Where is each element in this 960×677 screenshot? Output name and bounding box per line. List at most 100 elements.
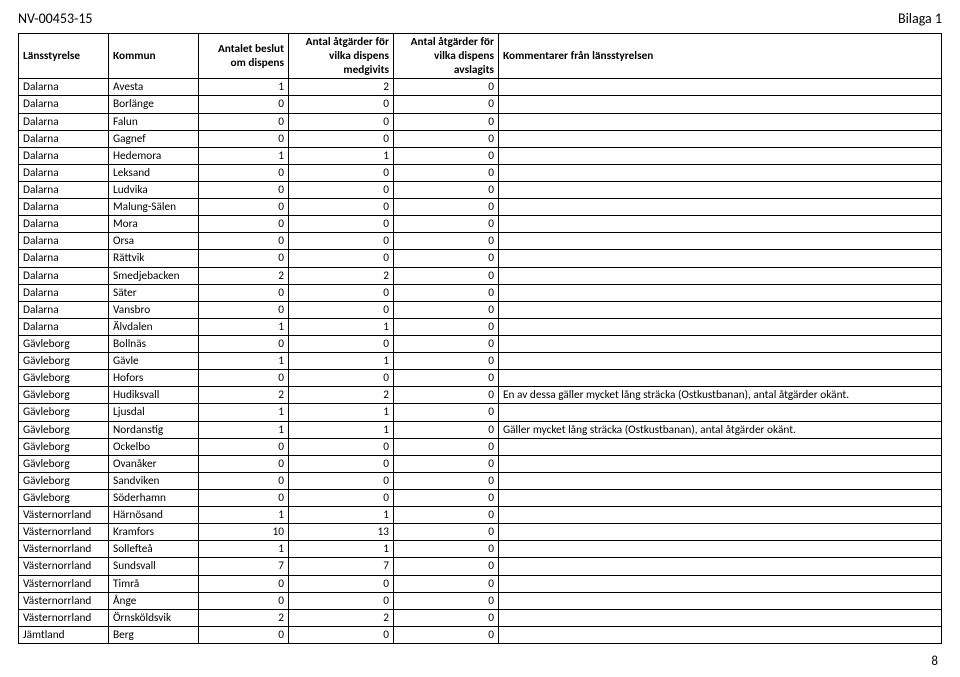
table-cell [499, 609, 942, 626]
table-cell: 2 [199, 267, 289, 284]
table-cell: 0 [394, 130, 499, 147]
table-cell: 0 [394, 353, 499, 370]
table-header-row: Länsstyrelse Kommun Antalet beslut om di… [19, 34, 942, 79]
table-cell: 1 [289, 541, 394, 558]
table-cell: Dalarna [19, 147, 109, 164]
table-cell: 0 [394, 335, 499, 352]
table-cell: 1 [199, 421, 289, 438]
table-cell: Västernorrland [19, 558, 109, 575]
table-cell: Leksand [109, 164, 199, 181]
table-cell: 2 [289, 267, 394, 284]
table-cell: Dalarna [19, 181, 109, 198]
table-cell: 1 [289, 507, 394, 524]
table-cell: Dalarna [19, 233, 109, 250]
table-cell: 0 [394, 181, 499, 198]
table-row: DalarnaLeksand000 [19, 164, 942, 181]
table-cell: 7 [289, 558, 394, 575]
col-kommentarer: Kommentarer från länsstyrelsen [499, 34, 942, 79]
table-cell: Örnsköldsvik [109, 609, 199, 626]
table-row: DalarnaVansbro000 [19, 301, 942, 318]
table-row: DalarnaSäter000 [19, 284, 942, 301]
table-cell: Gäller mycket lång sträcka (Ostkustbanan… [499, 421, 942, 438]
table-row: DalarnaGagnef000 [19, 130, 942, 147]
attachment-label: Bilaga 1 [898, 10, 942, 27]
table-cell: Gävleborg [19, 370, 109, 387]
table-row: VästernorrlandHärnösand110 [19, 507, 942, 524]
table-cell: 0 [199, 592, 289, 609]
table-cell: 0 [289, 199, 394, 216]
table-cell: 2 [199, 387, 289, 404]
table-row: DalarnaMalung-Sälen000 [19, 199, 942, 216]
table-head: Länsstyrelse Kommun Antalet beslut om di… [19, 34, 942, 79]
table-body: DalarnaAvesta120DalarnaBorlänge000Dalarn… [19, 79, 942, 644]
table-cell: 0 [199, 626, 289, 643]
table-cell: Bollnäs [109, 335, 199, 352]
table-cell [499, 370, 942, 387]
table-cell: 1 [289, 421, 394, 438]
table-row: DalarnaOrsa000 [19, 233, 942, 250]
table-cell [499, 472, 942, 489]
table-cell: Hofors [109, 370, 199, 387]
table-row: GävleborgOvanåker000 [19, 455, 942, 472]
table-cell [499, 335, 942, 352]
table-cell: 1 [199, 79, 289, 96]
table-cell: 0 [394, 318, 499, 335]
table-row: DalarnaAvesta120 [19, 79, 942, 96]
table-row: VästernorrlandÅnge000 [19, 592, 942, 609]
dispens-table: Länsstyrelse Kommun Antalet beslut om di… [18, 33, 942, 644]
table-cell: 1 [289, 318, 394, 335]
table-cell: 0 [199, 301, 289, 318]
table-cell: Västernorrland [19, 592, 109, 609]
col-lansstyrelse: Länsstyrelse [19, 34, 109, 79]
col-avslagits: Antal åtgärder för vilka dispens avslagi… [394, 34, 499, 79]
table-cell [499, 130, 942, 147]
table-cell: 0 [394, 421, 499, 438]
table-cell: 0 [394, 558, 499, 575]
table-cell: 0 [199, 216, 289, 233]
table-cell: 0 [394, 609, 499, 626]
table-cell: Säter [109, 284, 199, 301]
table-cell: Västernorrland [19, 524, 109, 541]
table-cell: 0 [199, 130, 289, 147]
table-cell [499, 318, 942, 335]
table-cell: 0 [394, 79, 499, 96]
table-cell: 0 [289, 130, 394, 147]
table-cell: 0 [394, 455, 499, 472]
table-cell: 2 [289, 609, 394, 626]
table-cell [499, 250, 942, 267]
table-cell: 0 [289, 370, 394, 387]
table-row: DalarnaLudvika000 [19, 181, 942, 198]
table-cell: Jämtland [19, 626, 109, 643]
table-cell: 1 [199, 318, 289, 335]
table-row: DalarnaFalun000 [19, 113, 942, 130]
page-header: NV-00453-15 Bilaga 1 [18, 10, 942, 27]
table-cell: 1 [199, 147, 289, 164]
table-cell: 0 [394, 301, 499, 318]
table-cell: 2 [199, 609, 289, 626]
table-cell: Timrå [109, 575, 199, 592]
col-kommun: Kommun [109, 34, 199, 79]
table-cell: 0 [394, 284, 499, 301]
table-cell: 0 [289, 489, 394, 506]
table-cell: 0 [199, 250, 289, 267]
table-cell: 0 [289, 335, 394, 352]
table-cell: 0 [394, 507, 499, 524]
table-cell [499, 284, 942, 301]
table-cell: 0 [394, 541, 499, 558]
table-cell: 0 [289, 626, 394, 643]
table-cell: 1 [199, 507, 289, 524]
table-cell: 0 [289, 301, 394, 318]
doc-id: NV-00453-15 [18, 10, 93, 27]
table-cell: 0 [394, 233, 499, 250]
table-cell: Dalarna [19, 79, 109, 96]
table-cell: Gävleborg [19, 472, 109, 489]
table-cell: 0 [289, 438, 394, 455]
table-cell: Sandviken [109, 472, 199, 489]
table-cell: Sundsvall [109, 558, 199, 575]
table-cell: 0 [199, 181, 289, 198]
table-cell: 13 [289, 524, 394, 541]
table-cell: Gagnef [109, 130, 199, 147]
table-cell [499, 216, 942, 233]
table-cell: 0 [394, 489, 499, 506]
table-cell: Gävleborg [19, 455, 109, 472]
